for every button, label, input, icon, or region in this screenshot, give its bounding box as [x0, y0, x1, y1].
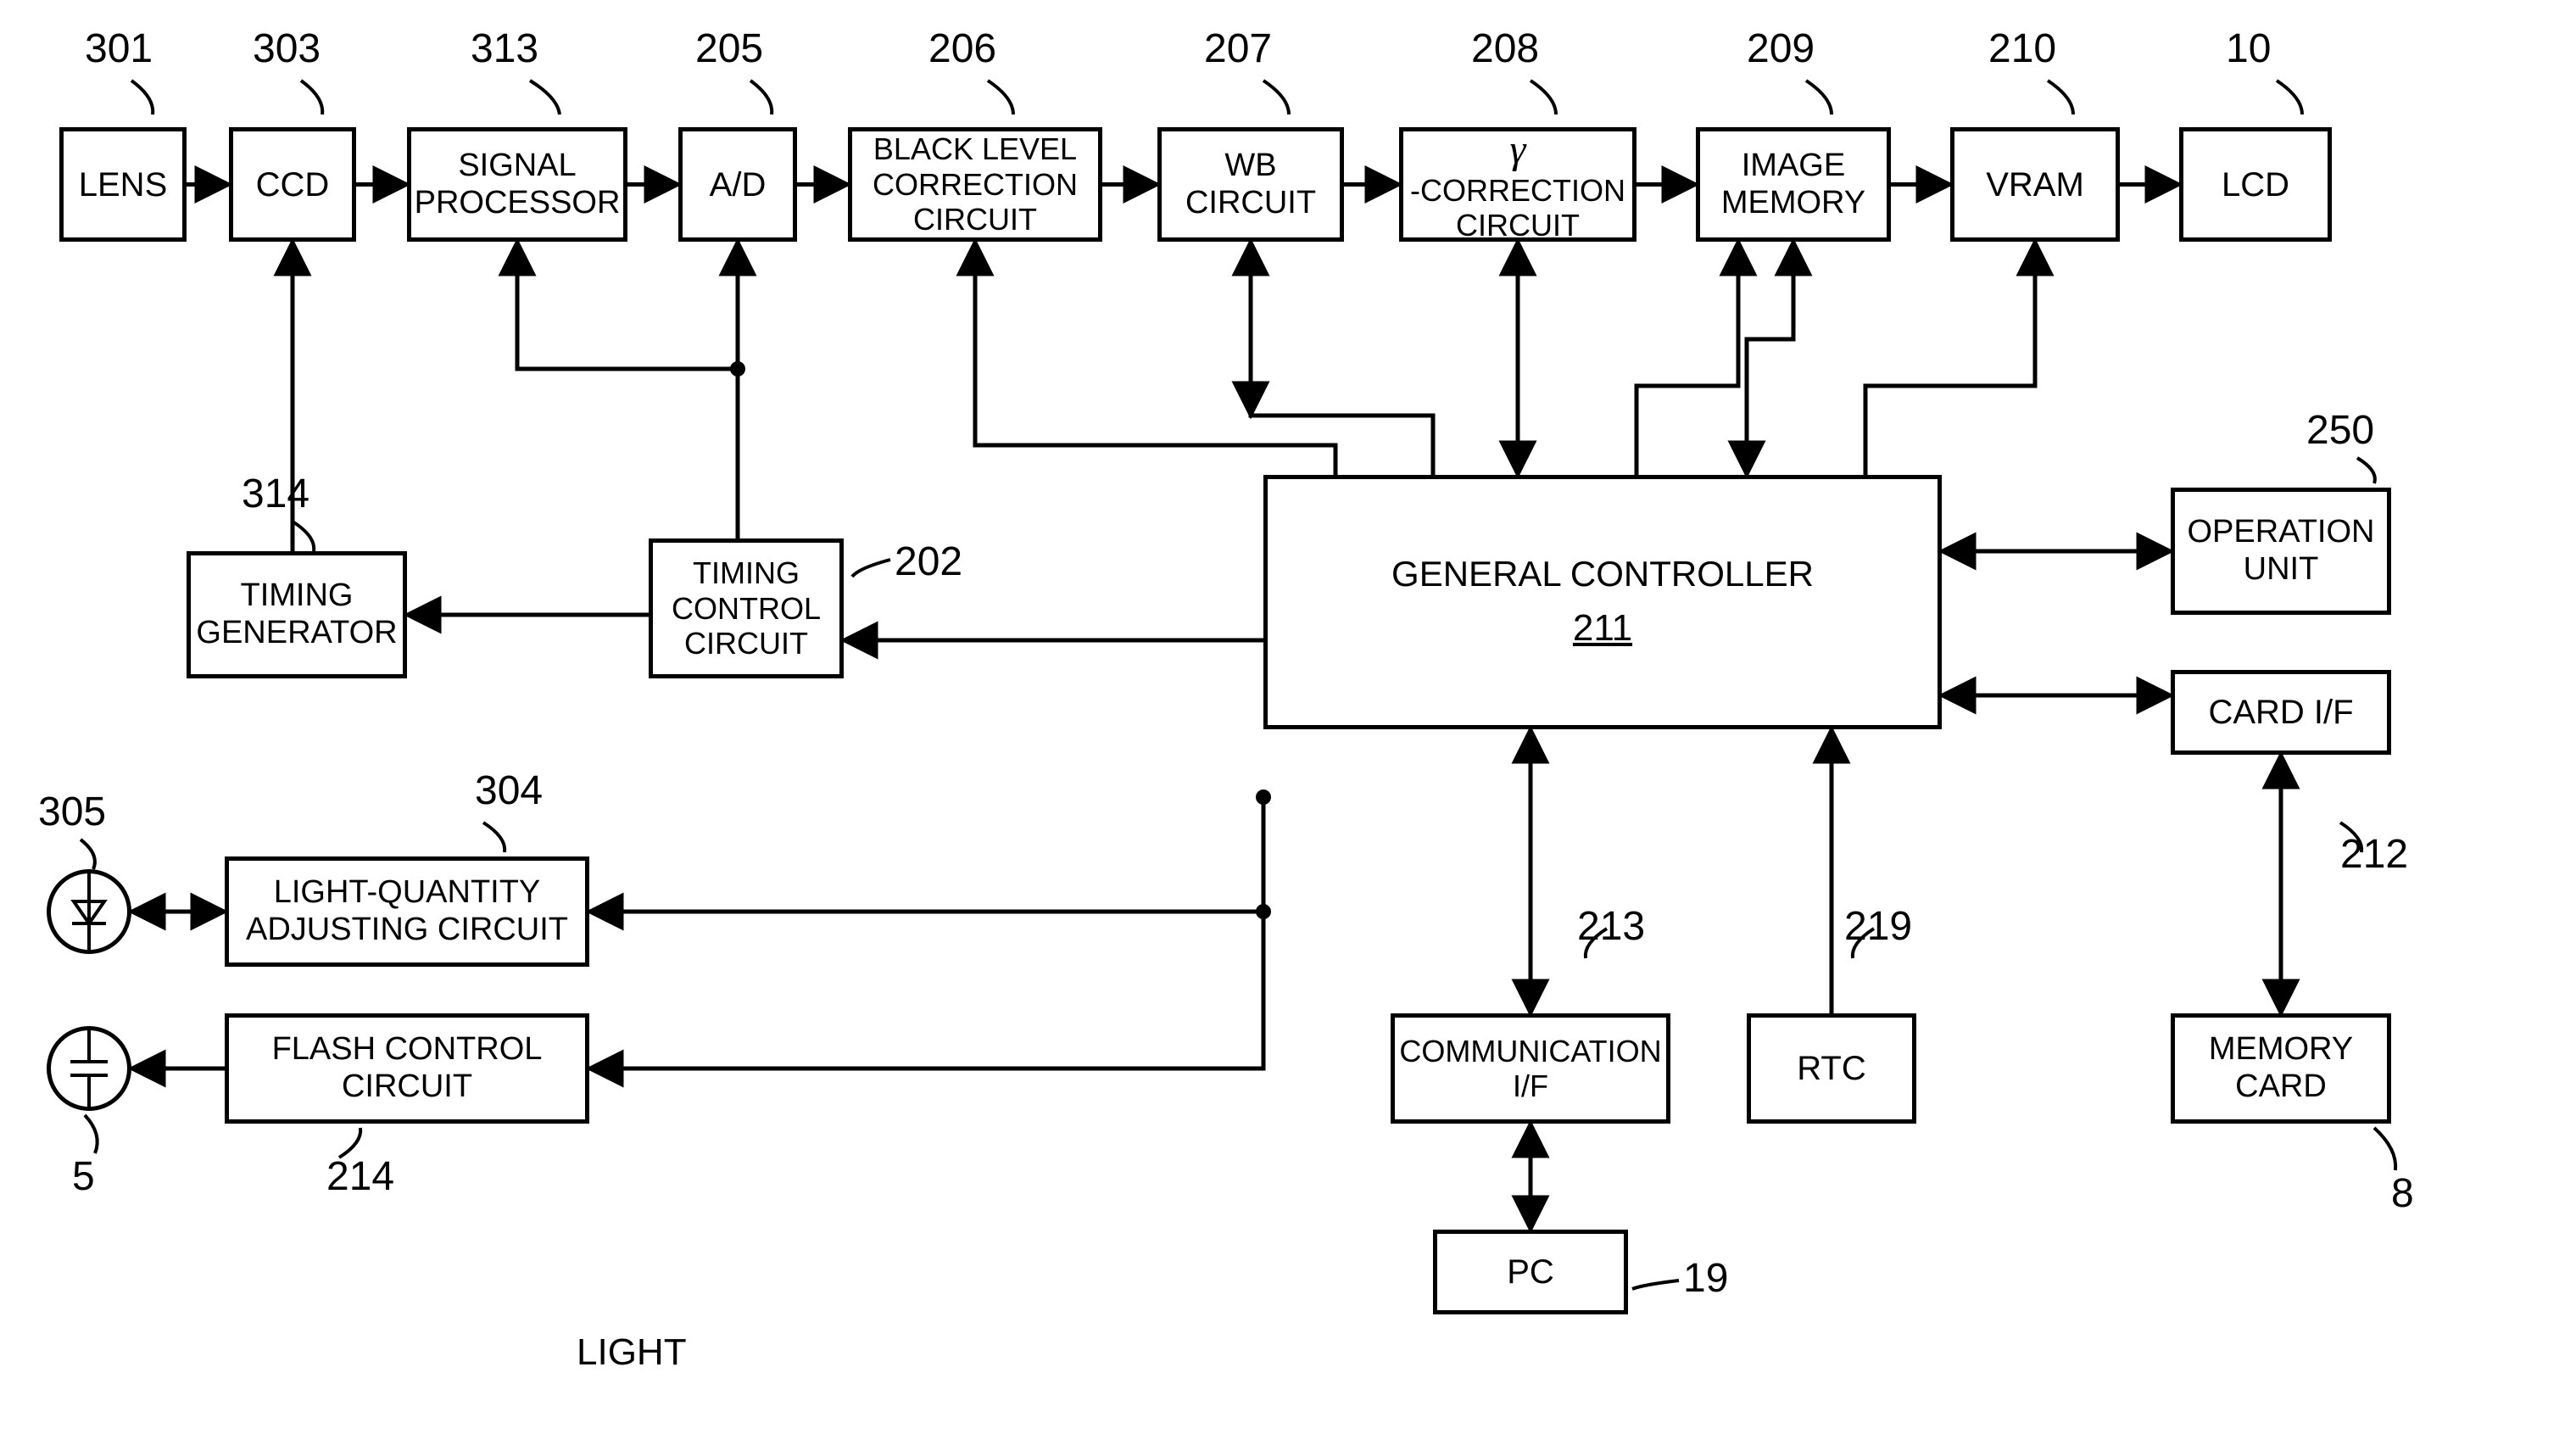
diagram-canvas: LENS 301 CCD 303 SIGNALPROCESSOR 313 A/D 205 BLA…	[0, 0, 2576, 1445]
block-sigp: SIGNALPROCESSOR	[407, 127, 627, 242]
block-opu: OPERATIONUNIT	[2171, 488, 2391, 615]
ref-gamma: 208	[1471, 25, 1539, 72]
block-blc: BLACK LEVELCORRECTIONCIRCUIT	[848, 127, 1102, 242]
ref-lqac: 304	[475, 767, 543, 814]
ref-wb: 207	[1204, 25, 1272, 72]
ref-mcard: 8	[2391, 1170, 2414, 1217]
symbol-flash	[47, 1026, 131, 1111]
block-pc: PC	[1433, 1230, 1628, 1314]
ref-sigp: 313	[471, 25, 538, 72]
ref-cardif: 212	[2340, 831, 2408, 878]
ref-opu: 250	[2306, 407, 2374, 454]
ref-lcd: 10	[2226, 25, 2271, 72]
ref-vram: 210	[1988, 25, 2056, 72]
block-gamma: γ-CORRECTIONCIRCUIT	[1399, 127, 1636, 242]
ref-tgen: 314	[242, 471, 309, 517]
block-cardif: CARD I/F	[2171, 670, 2391, 755]
block-cif: COMMUNICATIONI/F	[1391, 1013, 1670, 1124]
ref-ad: 205	[695, 25, 763, 72]
ref-fcc: 214	[326, 1153, 394, 1200]
ref-blc: 206	[928, 25, 996, 72]
block-ad: A/D	[678, 127, 797, 242]
block-tcc: TIMINGCONTROLCIRCUIT	[649, 538, 844, 678]
ref-lens: 301	[85, 25, 153, 72]
block-wb: WBCIRCUIT	[1157, 127, 1344, 242]
block-fcc: FLASH CONTROLCIRCUIT	[225, 1013, 589, 1124]
bottom-label-light: LIGHT	[577, 1331, 687, 1374]
block-vram: VRAM	[1950, 127, 2120, 242]
block-lens: LENS	[59, 127, 187, 242]
block-gc: GENERAL CONTROLLER211	[1263, 475, 1942, 729]
ref-symbol-flash: 5	[72, 1153, 95, 1200]
ref-rtc: 219	[1844, 903, 1912, 950]
ref-cif: 213	[1577, 903, 1645, 950]
ref-tcc: 202	[895, 538, 962, 585]
block-lqac: LIGHT-QUANTITYADJUSTING CIRCUIT	[225, 856, 589, 967]
symbol-diode	[47, 869, 131, 954]
block-mcard: MEMORYCARD	[2171, 1013, 2391, 1124]
block-ccd: CCD	[229, 127, 356, 242]
ref-symbol-diode: 305	[38, 789, 106, 835]
block-tgen: TIMINGGENERATOR	[187, 551, 407, 678]
ref-imem: 209	[1747, 25, 1815, 72]
block-lcd: LCD	[2179, 127, 2332, 242]
ref-pc: 19	[1683, 1255, 1728, 1302]
block-imem: IMAGEMEMORY	[1696, 127, 1891, 242]
block-rtc: RTC	[1747, 1013, 1916, 1124]
ref-ccd: 303	[253, 25, 321, 72]
